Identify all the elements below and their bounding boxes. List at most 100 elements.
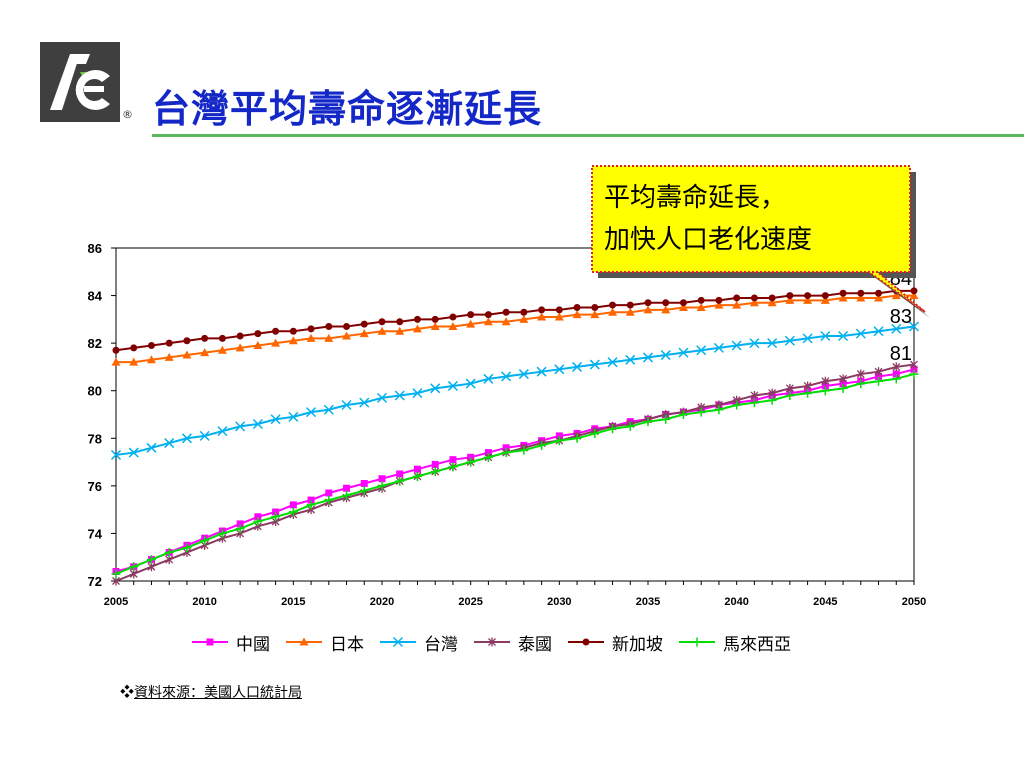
data-point — [502, 308, 510, 316]
data-point — [288, 411, 299, 422]
data-point — [413, 315, 421, 323]
data-point — [376, 392, 388, 403]
data-point — [359, 486, 369, 496]
data-point — [288, 507, 298, 517]
data-point — [536, 366, 547, 377]
data-point — [661, 305, 671, 314]
data-point — [501, 371, 512, 382]
data-point — [820, 386, 830, 396]
data-point — [130, 344, 138, 352]
data-point — [891, 291, 901, 300]
data-point — [820, 330, 831, 342]
data-point — [661, 414, 671, 424]
data-point — [697, 296, 705, 304]
data-point — [554, 312, 564, 321]
data-point — [341, 399, 352, 411]
series-2 — [111, 291, 919, 366]
x-tick-label: 2010 — [192, 596, 216, 608]
y-tick-label: 82 — [88, 336, 102, 351]
data-point — [554, 436, 564, 446]
data-point — [396, 470, 404, 478]
data-point — [838, 293, 848, 302]
data-point — [360, 479, 368, 487]
page-title: 台灣平均壽命逐漸延長 — [152, 86, 543, 131]
x-tick-label: 2020 — [370, 596, 394, 608]
data-point — [856, 369, 865, 379]
data-point — [218, 334, 226, 342]
data-point — [892, 362, 901, 372]
data-point — [537, 440, 547, 450]
legend-marker — [488, 637, 496, 647]
data-point — [129, 357, 139, 366]
data-point — [165, 339, 173, 347]
data-point — [342, 490, 352, 500]
data-point — [235, 421, 246, 432]
data-point — [360, 320, 368, 328]
y-tick-label: 78 — [88, 431, 102, 446]
data-point — [484, 449, 492, 457]
x-tick-label: 2045 — [813, 596, 837, 608]
data-point — [804, 292, 812, 300]
source-bullet: ❖ — [120, 685, 134, 701]
data-point — [217, 426, 228, 437]
data-point — [767, 298, 777, 307]
data-point — [696, 302, 706, 311]
data-point — [768, 294, 776, 302]
data-point — [111, 357, 121, 366]
data-point — [483, 452, 493, 462]
data-point — [164, 352, 174, 361]
data-point — [626, 301, 634, 309]
data-point — [183, 337, 191, 345]
data-point — [518, 369, 529, 380]
data-point — [839, 374, 848, 384]
callout-pointer-shadow — [862, 268, 930, 318]
data-point — [343, 322, 351, 330]
data-point — [466, 457, 476, 467]
data-point — [555, 306, 563, 314]
data-point — [750, 294, 758, 302]
data-point — [875, 372, 883, 380]
data-point — [625, 421, 635, 431]
data-point — [820, 295, 830, 304]
data-point — [785, 295, 795, 304]
y-tick-label: 72 — [88, 574, 102, 589]
data-point — [643, 305, 653, 314]
series-3 — [110, 321, 920, 460]
data-point — [607, 357, 618, 368]
data-point — [908, 321, 920, 332]
data-point — [589, 359, 600, 370]
data-point — [839, 380, 847, 388]
data-point — [377, 481, 387, 491]
data-point — [678, 302, 688, 311]
data-point — [873, 326, 884, 337]
data-point — [910, 287, 918, 295]
legend-swatch — [679, 637, 715, 647]
data-point — [325, 322, 333, 330]
data-point — [270, 414, 281, 425]
registered-mark: ® — [122, 108, 133, 121]
data-point — [201, 334, 209, 342]
legend-label: 台灣 — [424, 634, 458, 655]
data-point — [272, 508, 280, 516]
data-point — [430, 321, 440, 330]
legend-item: 馬來西亞 — [677, 630, 791, 655]
data-point — [572, 433, 582, 443]
data-point — [182, 350, 192, 359]
data-point — [715, 296, 723, 304]
data-point — [378, 318, 386, 326]
ace-logo — [40, 42, 120, 122]
data-point — [625, 354, 636, 365]
legend-label: 泰國 — [518, 634, 552, 655]
data-point — [236, 520, 244, 528]
data-point — [679, 299, 687, 307]
data-point — [910, 360, 918, 370]
data-point — [217, 528, 227, 538]
data-point — [147, 342, 155, 350]
data-point — [784, 335, 795, 346]
data-point — [662, 299, 670, 307]
data-point — [447, 380, 458, 391]
data-point — [732, 400, 742, 410]
legend-item: 中國 — [190, 630, 270, 655]
end-value-label: 83 — [890, 306, 912, 328]
data-point — [875, 289, 883, 297]
